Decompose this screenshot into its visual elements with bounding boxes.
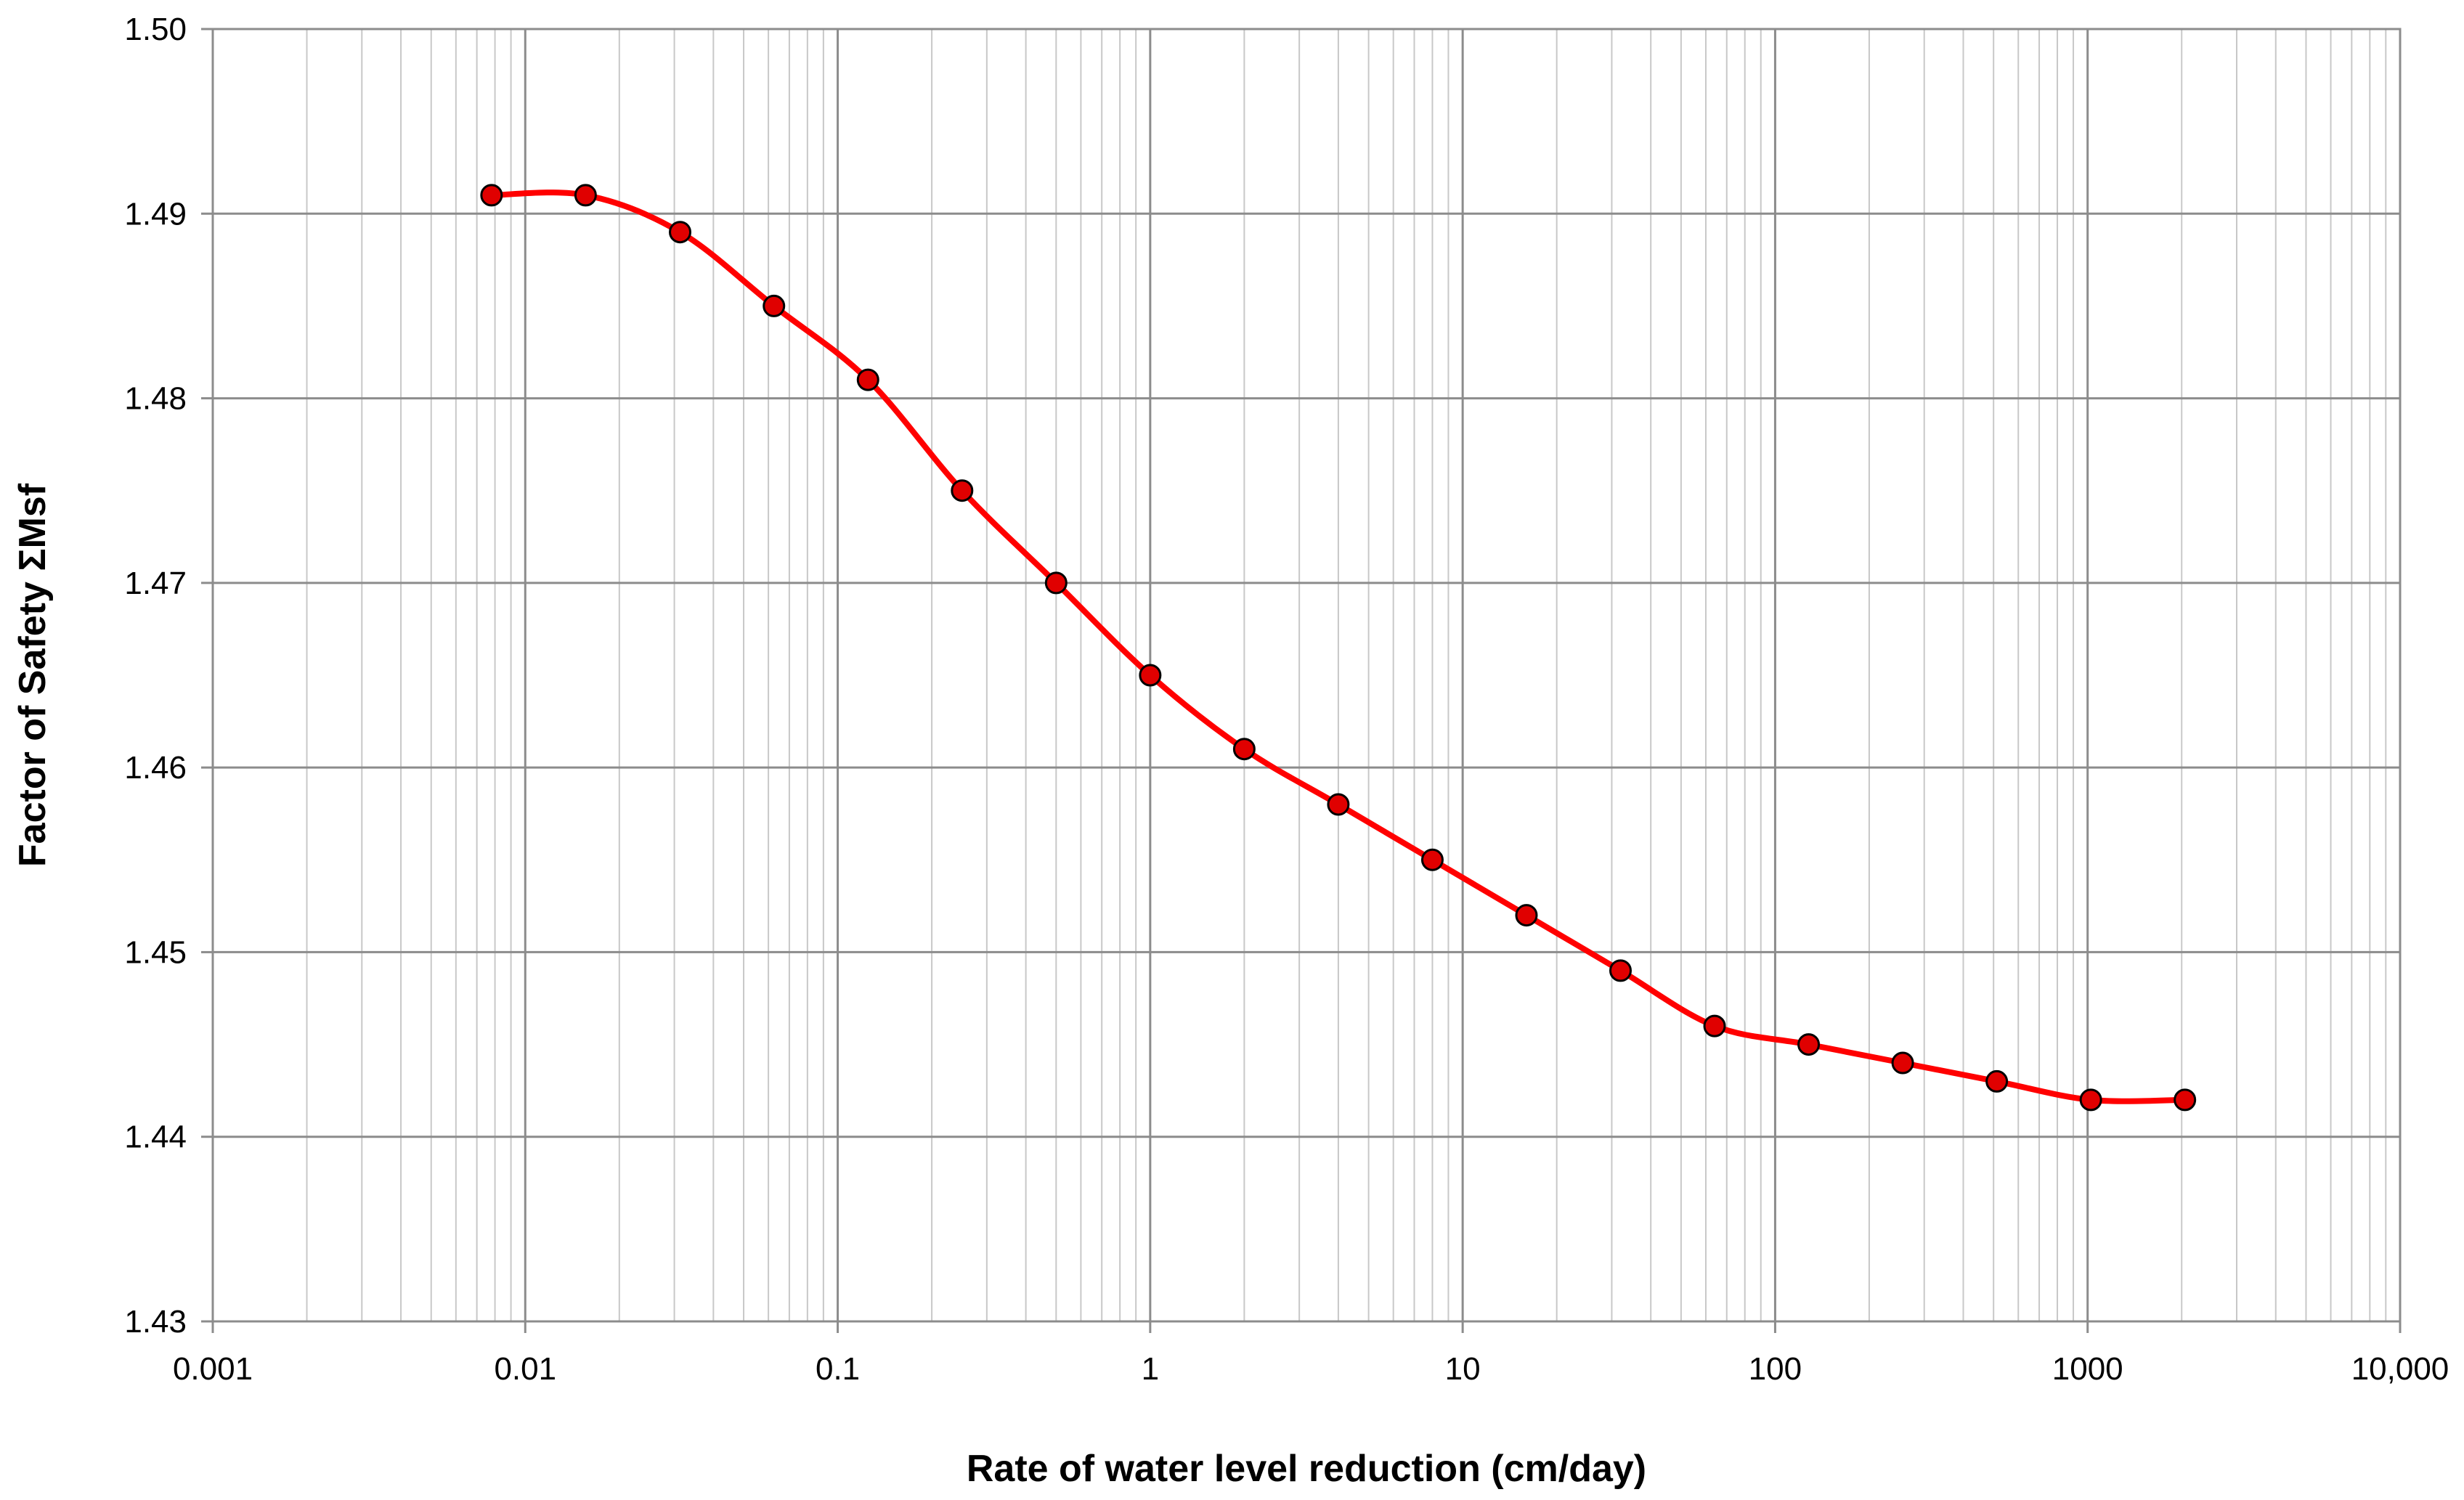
y-tick-label: 1.49	[124, 196, 187, 232]
data-point	[1232, 738, 1256, 761]
x-tick-label: 0.1	[816, 1351, 860, 1387]
y-tick-labels: 1.43 1.44 1.45 1.46 1.47 1.48 1.49 1.50	[124, 12, 187, 1340]
x-tick-label: 0.001	[173, 1351, 253, 1387]
data-point	[574, 184, 597, 207]
x-tick-labels: 0.001 0.01 0.1 1 10 100 1000 10,000	[173, 1351, 2449, 1387]
y-axis-title: Factor of Safety ΣMsf	[12, 483, 54, 867]
data-point	[951, 479, 974, 502]
data-point	[856, 368, 879, 391]
y-tick-label: 1.48	[124, 381, 187, 417]
x-tick-label: 1000	[2052, 1351, 2123, 1387]
data-point	[2174, 1088, 2197, 1112]
data-point	[1797, 1033, 1821, 1056]
data-point	[669, 221, 692, 244]
data-point	[1139, 664, 1162, 687]
series-layer	[480, 184, 2197, 1112]
data-point	[763, 294, 786, 317]
axis-ticks	[201, 28, 2402, 1333]
x-tick-label: 1	[1142, 1351, 1159, 1387]
x-tick-label: 100	[1749, 1351, 1802, 1387]
data-point	[1609, 959, 1632, 982]
data-point	[1891, 1051, 1914, 1075]
data-point	[1327, 793, 1350, 816]
data-point	[1985, 1069, 2009, 1093]
data-point	[2079, 1088, 2102, 1112]
y-tick-label: 1.46	[124, 750, 187, 786]
data-point	[1515, 904, 1538, 927]
minor-gridlines	[306, 29, 2387, 1321]
data-point	[1044, 571, 1068, 595]
x-tick-label: 0.01	[494, 1351, 556, 1387]
data-point	[1420, 848, 1444, 871]
plot-area-border	[211, 28, 2402, 1323]
x-axis-title: Rate of water level reduction (cm/day)	[967, 1448, 1646, 1490]
y-tick-label: 1.47	[124, 566, 187, 601]
y-tick-label: 1.45	[124, 934, 187, 970]
y-tick-label: 1.43	[124, 1304, 187, 1340]
data-point	[480, 184, 503, 207]
y-tick-label: 1.50	[124, 12, 187, 47]
x-tick-label: 10	[1445, 1351, 1481, 1387]
data-point	[1703, 1014, 1726, 1038]
y-tick-label: 1.44	[124, 1120, 187, 1155]
x-tick-label: 10,000	[2351, 1351, 2449, 1387]
